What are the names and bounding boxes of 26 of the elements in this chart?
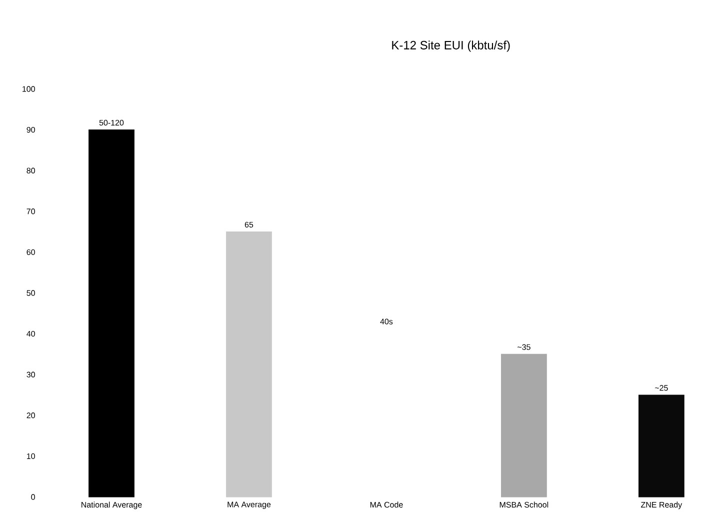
bar: [88, 130, 134, 498]
bar: [226, 232, 272, 498]
data-label: 65: [244, 222, 254, 228]
x-tick-label: MA Average: [228, 502, 271, 509]
annotation: 40s: [380, 318, 393, 324]
bar: [501, 354, 547, 498]
data-label: ~25: [654, 385, 668, 391]
y-tick-label: 40: [26, 330, 35, 337]
x-tick-label: MSBA School: [500, 502, 548, 508]
y-tick-label: 20: [26, 412, 35, 418]
y-tick-label: 60: [26, 249, 35, 256]
y-tick-label: 80: [26, 168, 35, 174]
x-tick-label: MA Code: [370, 502, 403, 508]
chart-title: K-12 Site EUI (kbtu/sf): [392, 40, 510, 52]
y-tick-label: 90: [26, 126, 35, 133]
data-label: ~35: [518, 344, 530, 350]
bar: [638, 394, 684, 498]
y-tick-label: 30: [26, 372, 35, 378]
y-tick-label: 50: [26, 290, 35, 296]
y-tick-label: 100: [22, 86, 35, 92]
y-tick-label: 70: [26, 208, 35, 214]
y-tick-label: 10: [27, 453, 35, 460]
y-tick-label: 0: [31, 494, 35, 500]
x-tick-label: ZNE Ready: [640, 502, 682, 510]
x-tick-label: National Average: [82, 502, 142, 510]
data-label: 50-120: [99, 120, 124, 126]
